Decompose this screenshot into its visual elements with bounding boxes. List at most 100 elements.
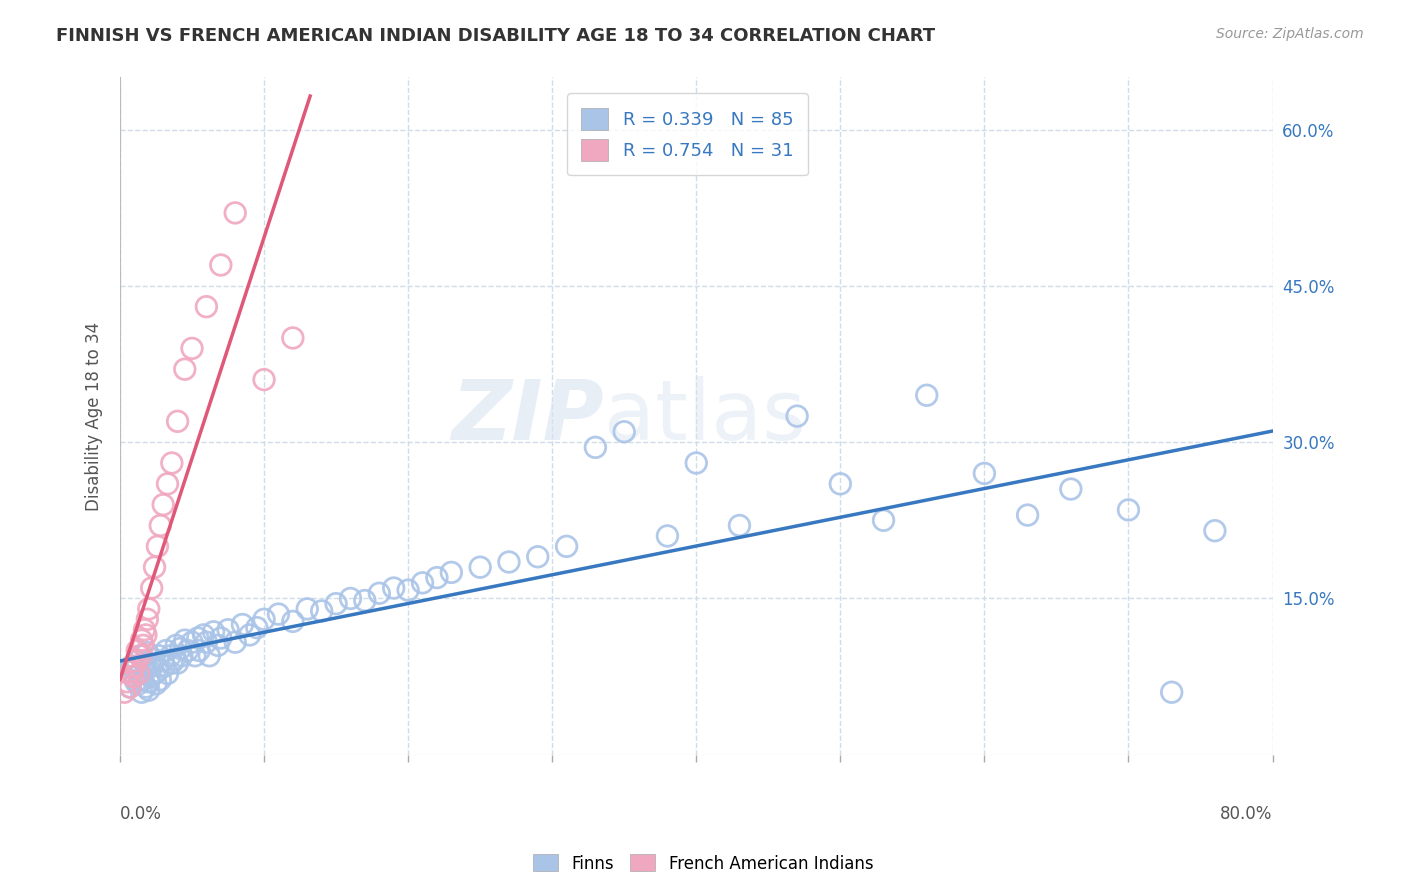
Point xyxy=(325,597,347,611)
Point xyxy=(152,498,174,512)
Y-axis label: Disability Age 18 to 34: Disability Age 18 to 34 xyxy=(86,321,103,510)
Point xyxy=(973,467,995,481)
Point xyxy=(231,617,253,632)
Point xyxy=(181,342,204,356)
Point xyxy=(1017,508,1039,522)
Point xyxy=(253,612,276,626)
Point xyxy=(239,628,262,642)
Point xyxy=(135,680,157,694)
Text: FINNISH VS FRENCH AMERICAN INDIAN DISABILITY AGE 18 TO 34 CORRELATION CHART: FINNISH VS FRENCH AMERICAN INDIAN DISABI… xyxy=(56,27,935,45)
Text: ZIP: ZIP xyxy=(451,376,605,457)
Point xyxy=(281,331,304,345)
Point xyxy=(142,652,165,666)
Point xyxy=(1204,524,1226,538)
Point xyxy=(160,456,183,470)
Point xyxy=(132,673,155,687)
Point xyxy=(124,659,146,673)
Text: 0.0%: 0.0% xyxy=(120,805,162,822)
Point xyxy=(143,560,166,574)
Point xyxy=(368,586,391,600)
Point xyxy=(613,425,636,439)
Point xyxy=(181,635,204,649)
Point xyxy=(195,635,218,649)
Point xyxy=(311,604,333,618)
Point xyxy=(184,648,207,663)
Point xyxy=(187,631,209,645)
Point xyxy=(166,656,188,670)
Point xyxy=(468,560,491,574)
Point xyxy=(152,654,174,668)
Text: 80.0%: 80.0% xyxy=(1220,805,1272,822)
Point xyxy=(115,665,138,679)
Point xyxy=(149,673,172,687)
Point xyxy=(121,659,143,673)
Point xyxy=(139,670,162,684)
Point xyxy=(136,612,159,626)
Point xyxy=(915,388,938,402)
Point xyxy=(143,666,166,681)
Legend: Finns, French American Indians: Finns, French American Indians xyxy=(526,847,880,880)
Point xyxy=(1160,685,1182,699)
Point xyxy=(134,656,156,670)
Point xyxy=(122,670,145,684)
Point xyxy=(202,624,225,639)
Point xyxy=(136,646,159,660)
Point xyxy=(188,643,211,657)
Point xyxy=(426,571,449,585)
Point xyxy=(148,648,170,663)
Point xyxy=(195,300,218,314)
Point xyxy=(498,555,520,569)
Point xyxy=(138,602,160,616)
Point xyxy=(555,540,578,554)
Point xyxy=(129,648,152,663)
Point xyxy=(786,409,808,423)
Point xyxy=(146,665,169,679)
Point xyxy=(224,635,246,649)
Point xyxy=(396,583,419,598)
Point xyxy=(124,670,146,684)
Point xyxy=(1060,482,1083,496)
Point xyxy=(728,518,751,533)
Point xyxy=(125,674,148,689)
Point xyxy=(141,659,163,673)
Point xyxy=(339,591,361,606)
Text: atlas: atlas xyxy=(605,376,806,457)
Point xyxy=(163,652,186,666)
Point xyxy=(166,414,188,428)
Point xyxy=(155,643,177,657)
Point xyxy=(176,643,198,657)
Point xyxy=(193,628,215,642)
Point xyxy=(209,258,232,272)
Point xyxy=(138,683,160,698)
Point xyxy=(297,602,319,616)
Point xyxy=(382,581,405,595)
Point xyxy=(131,633,153,648)
Point xyxy=(209,631,232,645)
Point xyxy=(138,674,160,689)
Point xyxy=(830,476,852,491)
Point xyxy=(872,513,894,527)
Point xyxy=(685,456,707,470)
Point xyxy=(170,648,193,663)
Point xyxy=(118,680,141,694)
Point xyxy=(134,623,156,637)
Point xyxy=(267,607,290,621)
Point xyxy=(159,648,181,663)
Point xyxy=(128,666,150,681)
Point xyxy=(583,441,606,455)
Point xyxy=(135,628,157,642)
Point xyxy=(118,680,141,694)
Point xyxy=(132,638,155,652)
Point xyxy=(169,641,191,656)
Point xyxy=(125,654,148,668)
Point xyxy=(246,621,269,635)
Point xyxy=(131,685,153,699)
Text: Source: ZipAtlas.com: Source: ZipAtlas.com xyxy=(1216,27,1364,41)
Point xyxy=(153,659,176,673)
Point xyxy=(129,666,152,681)
Point xyxy=(131,648,153,663)
Point xyxy=(657,529,679,543)
Point xyxy=(165,638,187,652)
Point xyxy=(156,476,179,491)
Point xyxy=(1118,503,1140,517)
